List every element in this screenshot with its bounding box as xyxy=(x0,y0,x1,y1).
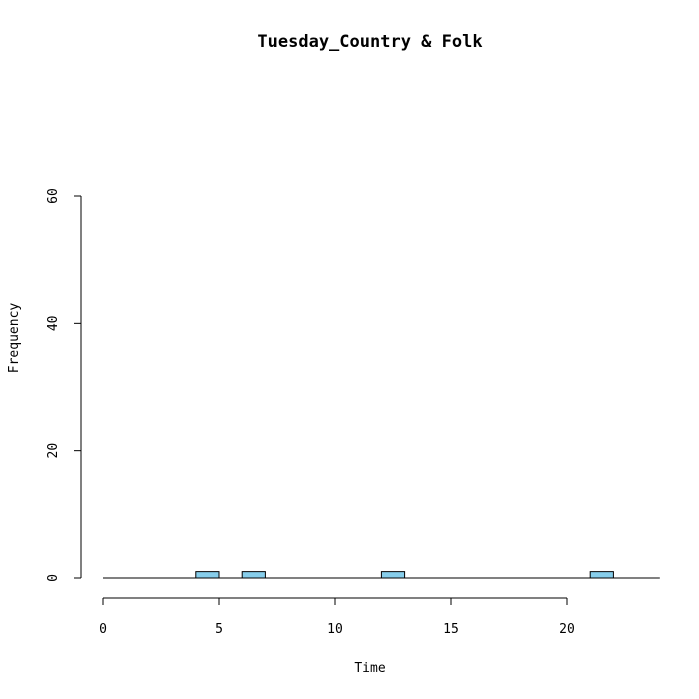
histogram-bar xyxy=(241,571,266,579)
y-tick-label: 0 xyxy=(46,574,61,582)
y-tick-label: 20 xyxy=(46,443,61,459)
chart-title: Tuesday_Country & Folk xyxy=(257,32,482,52)
x-tick-label: 5 xyxy=(215,622,223,637)
y-axis: 0 20 40 60 xyxy=(46,188,82,582)
histogram-bar xyxy=(589,571,614,579)
histogram-bar xyxy=(195,571,220,579)
histogram-bar xyxy=(380,571,406,579)
x-tick-label: 0 xyxy=(99,622,107,637)
y-axis-label: Frequency xyxy=(7,303,22,374)
y-tick-label: 40 xyxy=(46,316,61,332)
x-tick-label: 20 xyxy=(559,622,575,637)
x-tick-label: 15 xyxy=(443,622,459,637)
y-tick-label: 60 xyxy=(46,188,61,204)
bars-group xyxy=(103,571,660,579)
x-axis-label: Time xyxy=(354,661,385,676)
x-tick-label: 10 xyxy=(327,622,343,637)
x-axis: 0 5 10 15 20 xyxy=(99,597,575,637)
